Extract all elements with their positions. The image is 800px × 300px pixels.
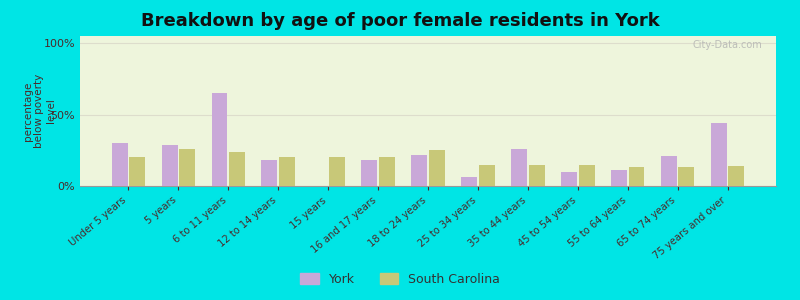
Bar: [629, 167, 645, 186]
Bar: [529, 165, 545, 186]
Legend: York, South Carolina: York, South Carolina: [295, 268, 505, 291]
Bar: [262, 160, 278, 186]
Bar: [329, 158, 345, 186]
Bar: [179, 149, 195, 186]
Bar: [211, 93, 227, 186]
Bar: [129, 158, 145, 186]
Bar: [229, 152, 245, 186]
Bar: [112, 143, 128, 186]
Bar: [478, 165, 494, 186]
Bar: [728, 166, 744, 186]
Bar: [411, 154, 427, 186]
Bar: [462, 177, 477, 186]
Bar: [561, 172, 577, 186]
Bar: [429, 150, 445, 186]
Bar: [661, 156, 677, 186]
Bar: [511, 149, 527, 186]
Bar: [711, 123, 727, 186]
Text: City-Data.com: City-Data.com: [692, 40, 762, 50]
Bar: [379, 158, 394, 186]
Y-axis label: percentage
below poverty
level: percentage below poverty level: [22, 74, 56, 148]
Bar: [362, 160, 378, 186]
Bar: [162, 145, 178, 186]
Bar: [279, 158, 295, 186]
Bar: [578, 165, 594, 186]
Bar: [678, 167, 694, 186]
Text: Breakdown by age of poor female residents in York: Breakdown by age of poor female resident…: [141, 12, 659, 30]
Bar: [611, 170, 627, 186]
